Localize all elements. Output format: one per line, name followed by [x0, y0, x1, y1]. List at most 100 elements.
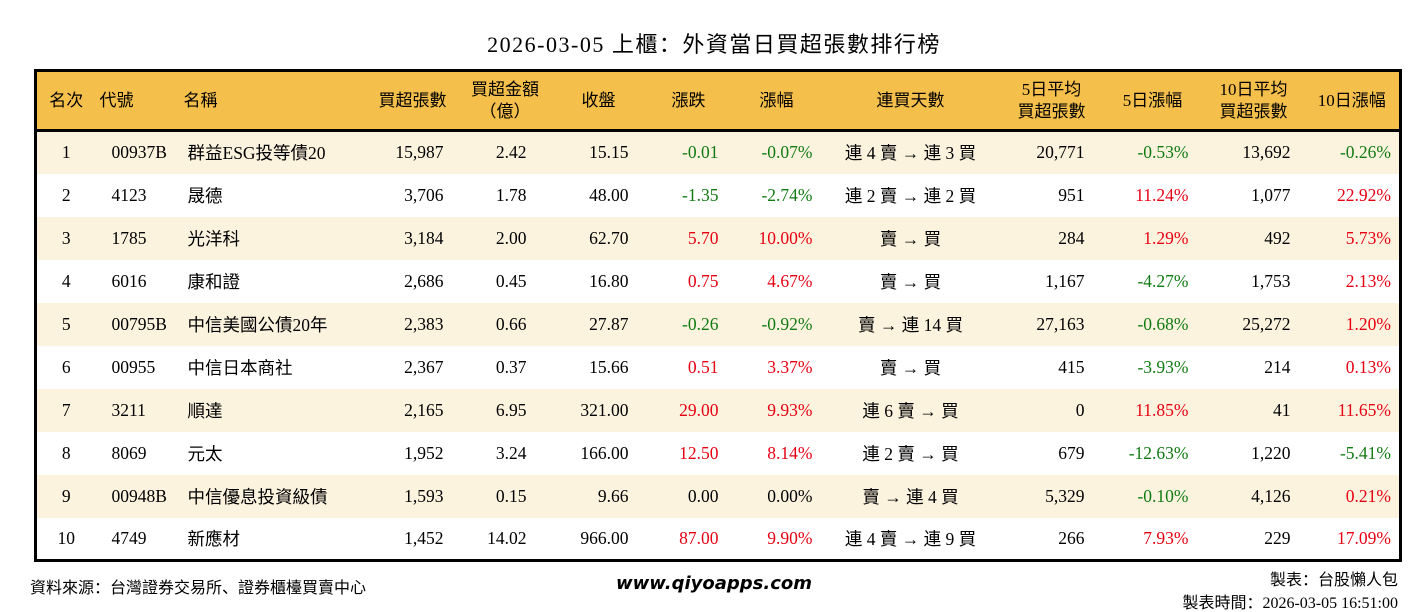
cell-avg10: 4,126 — [1251, 485, 1291, 506]
cell-amount: 1.78 — [495, 184, 527, 205]
cell-change-pct: 4.67% — [767, 270, 813, 291]
cell-avg10: 41 — [1273, 399, 1291, 420]
cell-close: 16.80 — [589, 270, 629, 291]
cell-close: 166.00 — [580, 442, 629, 463]
cell-name: 中信日本商社 — [187, 357, 293, 378]
cell-change: 87.00 — [679, 527, 719, 548]
cell-amount: 2.00 — [495, 227, 527, 248]
header-change-pct: 漲幅 — [732, 70, 821, 132]
cell-net-buy: 2,367 — [404, 356, 444, 377]
cell-amount: 2.42 — [495, 142, 527, 163]
cell-rank: 6 — [61, 356, 71, 377]
table-row: 7 3211 順達 2,165 6.95 321.00 29.00 9.93% … — [35, 388, 1401, 432]
cell-amount: 0.37 — [495, 356, 527, 377]
header-net-buy: 買超張數 — [367, 70, 458, 132]
cell-net-buy: 2,383 — [404, 313, 444, 334]
cell-pct5: 11.24% — [1135, 184, 1189, 205]
footer-website: www.qiyoapps.com — [616, 573, 812, 594]
cell-net-buy: 2,165 — [404, 399, 444, 420]
cell-rank: 2 — [61, 184, 71, 205]
cell-close: 62.70 — [589, 227, 629, 248]
cell-pct10: 0.13% — [1345, 356, 1391, 377]
cell-streak: 連 2 賣 → 連 2 買 — [844, 185, 977, 206]
cell-pct10: 1.20% — [1345, 313, 1391, 334]
cell-code: 00948B — [111, 485, 167, 506]
table-row: 8 8069 元太 1,952 3.24 166.00 12.50 8.14% … — [35, 431, 1401, 475]
cell-change: -1.35 — [682, 184, 719, 205]
cell-pct5: 1.29% — [1143, 227, 1189, 248]
cell-avg5: 951 — [1058, 184, 1085, 205]
cell-close: 321.00 — [580, 399, 629, 420]
header-close: 收盤 — [552, 70, 645, 132]
cell-change: 29.00 — [679, 399, 719, 420]
cell-change: -0.26 — [682, 313, 719, 334]
footer-source: 資料來源：台灣證券交易所、證券櫃檯買賣中心 — [30, 580, 367, 597]
cell-avg5: 20,771 — [1036, 142, 1085, 163]
cell-streak: 賣 → 連 14 買 — [858, 314, 963, 335]
header-avg10: 10日平均 買超張數 — [1202, 70, 1305, 132]
cell-change-pct: -0.07% — [761, 142, 813, 163]
cell-name: 中信優息投資級債 — [187, 486, 328, 507]
cell-amount: 6.95 — [495, 399, 527, 420]
cell-name: 新應材 — [187, 528, 241, 549]
table-row: 6 00955 中信日本商社 2,367 0.37 15.66 0.51 3.3… — [35, 345, 1401, 389]
cell-avg5: 1,167 — [1045, 270, 1085, 291]
cell-pct5: -0.10% — [1137, 485, 1189, 506]
cell-code: 6016 — [111, 270, 147, 291]
cell-change: 0.00 — [687, 485, 719, 506]
cell-pct10: 5.73% — [1345, 227, 1391, 248]
cell-pct10: 0.21% — [1345, 485, 1391, 506]
cell-code: 00937B — [111, 142, 167, 163]
cell-change-pct: 9.93% — [767, 399, 813, 420]
cell-pct10: 2.13% — [1345, 270, 1391, 291]
cell-rank: 5 — [61, 313, 71, 334]
cell-streak: 賣 → 買 — [879, 357, 942, 378]
cell-avg10: 13,692 — [1242, 142, 1291, 163]
cell-rank: 3 — [61, 227, 71, 248]
table-row: 10 4749 新應材 1,452 14.02 966.00 87.00 9.9… — [35, 517, 1401, 561]
cell-net-buy: 1,593 — [404, 485, 444, 506]
cell-avg5: 415 — [1058, 356, 1085, 377]
header-avg5: 5日平均 買超張數 — [1000, 70, 1103, 132]
cell-change: 0.51 — [687, 356, 719, 377]
cell-change-pct: 3.37% — [767, 356, 813, 377]
cell-streak: 賣 → 連 4 買 — [862, 486, 959, 507]
cell-avg10: 1,220 — [1251, 442, 1291, 463]
cell-rank: 9 — [61, 485, 71, 506]
cell-avg5: 679 — [1058, 442, 1085, 463]
header-change: 漲跌 — [644, 70, 733, 132]
cell-pct10: 17.09% — [1337, 527, 1391, 548]
cell-name: 康和證 — [187, 271, 241, 292]
cell-avg10: 25,272 — [1242, 313, 1291, 334]
footer: 資料來源：台灣證券交易所、證券櫃檯買賣中心 www.qiyoapps.com 製… — [30, 569, 1398, 612]
cell-streak: 連 6 賣 → 買 — [862, 400, 959, 421]
cell-avg10: 1,077 — [1251, 184, 1291, 205]
cell-close: 15.15 — [589, 142, 629, 163]
table-row: 2 4123 晟德 3,706 1.78 48.00 -1.35 -2.74% … — [35, 173, 1401, 217]
cell-name: 中信美國公債20年 — [187, 314, 328, 335]
cell-streak: 連 4 賣 → 連 9 買 — [844, 528, 977, 549]
cell-amount: 14.02 — [487, 527, 527, 548]
cell-rank: 4 — [61, 270, 71, 291]
cell-streak: 賣 → 買 — [879, 228, 942, 249]
table-row: 1 00937B 群益ESG投等債20 15,987 2.42 15.15 -0… — [35, 130, 1401, 174]
footer-timestamp: 製表時間：2026-03-05 16:51:00 — [1182, 595, 1398, 612]
cell-avg10: 492 — [1264, 227, 1291, 248]
cell-avg10: 229 — [1264, 527, 1291, 548]
cell-streak: 賣 → 買 — [879, 271, 942, 292]
cell-pct5: 11.85% — [1135, 399, 1189, 420]
header-pct10: 10日漲幅 — [1304, 70, 1401, 132]
ranking-table-container: 名次 代號 名稱 買超張數 買超金額 （億） 收盤 漲跌 漲幅 連買天數 5日平… — [34, 69, 1402, 562]
cell-code: 4123 — [111, 184, 147, 205]
cell-change: 12.50 — [679, 442, 719, 463]
cell-close: 15.66 — [589, 356, 629, 377]
cell-code: 4749 — [111, 527, 147, 548]
table-body: 1 00937B 群益ESG投等債20 15,987 2.42 15.15 -0… — [35, 130, 1401, 561]
cell-change-pct: -0.92% — [761, 313, 813, 334]
cell-change-pct: -2.74% — [761, 184, 813, 205]
cell-avg5: 27,163 — [1036, 313, 1085, 334]
header-rank: 名次 — [35, 70, 96, 132]
header-streak: 連買天數 — [820, 70, 1001, 132]
cell-streak: 連 4 賣 → 連 3 買 — [844, 143, 977, 164]
cell-change-pct: 10.00% — [758, 227, 813, 248]
